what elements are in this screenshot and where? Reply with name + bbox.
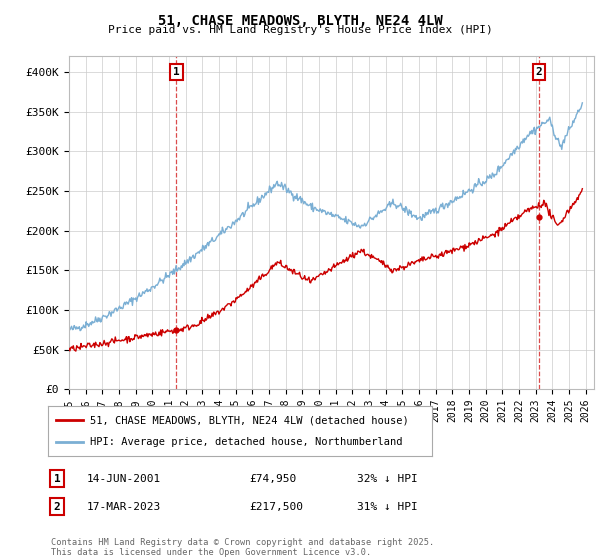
Text: 2: 2 [53, 502, 61, 512]
Text: 1: 1 [53, 474, 61, 484]
Text: 17-MAR-2023: 17-MAR-2023 [87, 502, 161, 512]
Text: 51, CHASE MEADOWS, BLYTH, NE24 4LW: 51, CHASE MEADOWS, BLYTH, NE24 4LW [158, 14, 442, 28]
Text: 51, CHASE MEADOWS, BLYTH, NE24 4LW (detached house): 51, CHASE MEADOWS, BLYTH, NE24 4LW (deta… [90, 415, 409, 425]
Text: 2: 2 [536, 67, 542, 77]
Text: £217,500: £217,500 [249, 502, 303, 512]
Text: HPI: Average price, detached house, Northumberland: HPI: Average price, detached house, Nort… [90, 437, 403, 447]
Text: 32% ↓ HPI: 32% ↓ HPI [357, 474, 418, 484]
Text: £74,950: £74,950 [249, 474, 296, 484]
Text: 31% ↓ HPI: 31% ↓ HPI [357, 502, 418, 512]
Text: 14-JUN-2001: 14-JUN-2001 [87, 474, 161, 484]
Text: Price paid vs. HM Land Registry's House Price Index (HPI): Price paid vs. HM Land Registry's House … [107, 25, 493, 35]
Text: Contains HM Land Registry data © Crown copyright and database right 2025.
This d: Contains HM Land Registry data © Crown c… [51, 538, 434, 557]
Text: 1: 1 [173, 67, 180, 77]
